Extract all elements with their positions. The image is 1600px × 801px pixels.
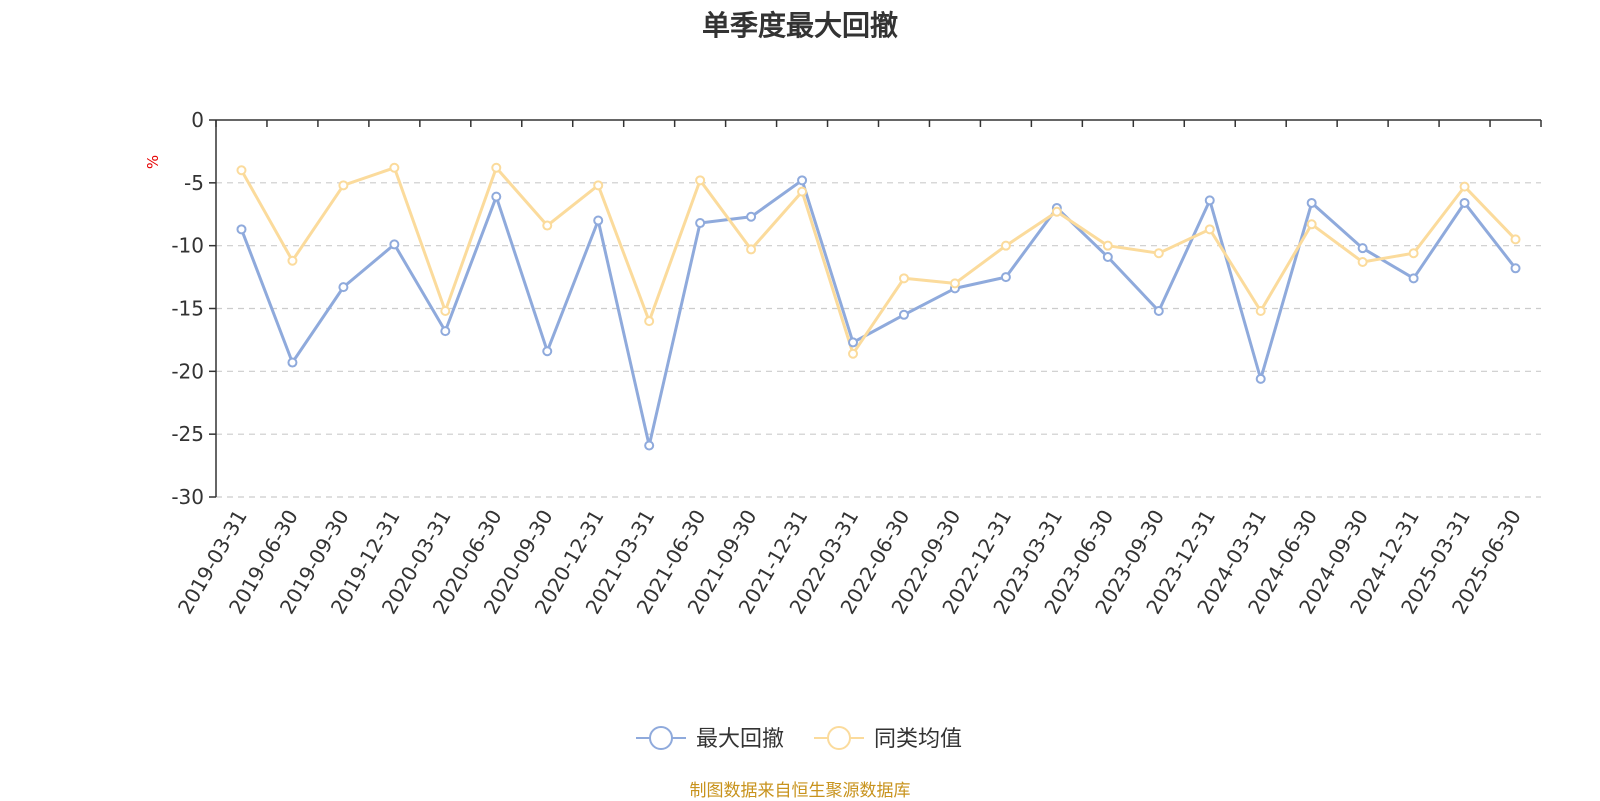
data-point-series-2 [644, 316, 655, 327]
y-tick-label: 0 [191, 108, 204, 132]
data-point-series-1 [593, 215, 604, 226]
data-point-series-2 [949, 278, 960, 289]
data-point-series-1 [695, 218, 706, 229]
y-tick-label: -5 [184, 171, 204, 195]
data-point-series-1 [1306, 197, 1317, 208]
legend-item-1: 最大回撤 [636, 726, 784, 752]
y-tick-label: -25 [171, 422, 204, 446]
data-point-series-1 [1000, 272, 1011, 283]
data-point-series-2 [542, 220, 553, 231]
series-line-2 [240, 166, 1517, 356]
data-point-series-1 [1357, 243, 1368, 254]
y-tick-label: -20 [171, 359, 204, 383]
data-point-series-2 [1459, 181, 1470, 192]
source-note: 制图数据来自恒生聚源数据库 [689, 781, 911, 801]
data-point-series-2 [848, 348, 859, 359]
legend-label: 最大回撤 [696, 727, 784, 752]
data-point-series-1 [287, 357, 298, 368]
data-point-series-2 [1000, 240, 1011, 251]
data-point-series-1 [440, 326, 451, 337]
legend-marker [649, 726, 673, 750]
y-tick-label: -10 [171, 234, 204, 258]
data-point-series-2 [491, 162, 502, 173]
data-point-series-2 [287, 255, 298, 266]
data-point-series-2 [1102, 240, 1113, 251]
series-lines [236, 162, 1521, 451]
y-tick-label: -15 [171, 297, 204, 321]
data-point-series-2 [695, 175, 706, 186]
y-tick-label: -30 [171, 485, 204, 509]
y-axis-label: % [144, 155, 162, 169]
data-point-series-2 [593, 180, 604, 191]
data-point-series-1 [1102, 251, 1113, 262]
data-point-series-1 [644, 440, 655, 451]
data-point-series-1 [797, 175, 808, 186]
grid-lines [216, 182, 1541, 498]
data-point-series-1 [1204, 195, 1215, 206]
data-point-series-2 [1153, 248, 1164, 259]
axes: 0-5-10-15-20-25-30%2019-03-312019-06-302… [144, 108, 1542, 618]
data-point-series-1 [236, 224, 247, 235]
data-point-series-1 [1510, 263, 1521, 274]
data-point-series-1 [1408, 273, 1419, 284]
data-point-series-2 [1408, 248, 1419, 259]
data-point-series-2 [389, 162, 400, 173]
data-point-series-2 [746, 244, 757, 255]
data-point-series-2 [1306, 219, 1317, 230]
data-point-series-2 [1051, 206, 1062, 217]
data-point-series-2 [1357, 257, 1368, 268]
data-point-series-1 [1255, 373, 1266, 384]
data-point-series-1 [389, 239, 400, 250]
legend-label: 同类均值 [874, 727, 962, 752]
data-point-series-1 [542, 346, 553, 357]
data-point-series-1 [1153, 306, 1164, 317]
legend: 最大回撤 同类均值 [636, 726, 962, 752]
data-point-series-1 [491, 191, 502, 202]
data-point-series-2 [338, 180, 349, 191]
data-point-series-1 [1459, 197, 1470, 208]
data-point-series-2 [440, 306, 451, 317]
chart-title: 单季度最大回撤 [701, 9, 898, 42]
data-point-series-2 [1204, 224, 1215, 235]
data-point-series-2 [797, 186, 808, 197]
data-point-series-1 [746, 211, 757, 222]
data-point-series-1 [848, 337, 859, 348]
data-point-series-1 [338, 282, 349, 293]
legend-item-2: 同类均值 [814, 726, 962, 752]
legend-marker [827, 726, 851, 750]
data-point-series-2 [1255, 306, 1266, 317]
series-line-1 [240, 178, 1517, 447]
data-point-series-2 [898, 273, 909, 284]
data-point-series-2 [236, 165, 247, 176]
data-point-series-1 [898, 309, 909, 320]
data-point-series-2 [1510, 234, 1521, 245]
